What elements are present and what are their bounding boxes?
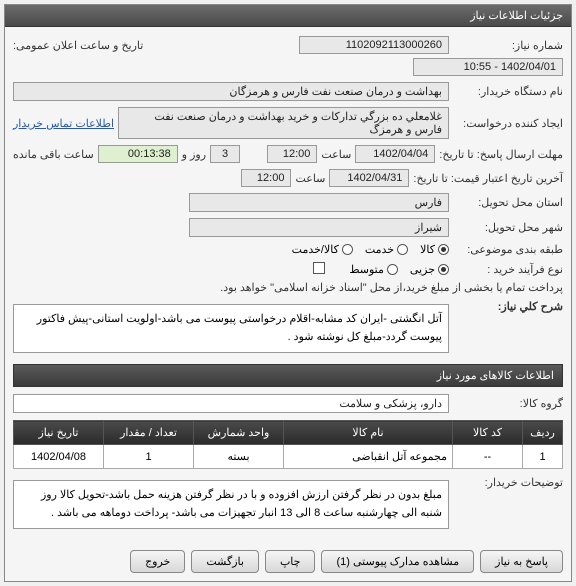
col-unit: واحد شمارش <box>194 421 284 445</box>
cell-unit: بسته <box>194 445 284 469</box>
valid-time: 12:00 <box>241 169 291 187</box>
pay-note: پرداخت تمام یا بخشی از مبلغ خرید،از محل … <box>220 281 563 294</box>
radio-service-label: خدمت <box>365 243 394 256</box>
goods-header: اطلاعات کالاهای مورد نیاز <box>13 364 563 387</box>
table-row[interactable]: 1 -- مجموعه آتل انقباضی بسته 1 1402/04/0… <box>14 445 563 469</box>
button-bar: پاسخ به نیاز مشاهده مدارک پیوستی (1) چاپ… <box>5 542 571 581</box>
cell-name: مجموعه آتل انقباضی <box>284 445 453 469</box>
req-no-label: شماره نیاز: <box>453 39 563 52</box>
radio-service-goods[interactable]: کالا/خدمت <box>292 243 353 256</box>
buyer-note-label: توضیحات خریدار: <box>453 476 563 489</box>
time-label-1: ساعت <box>321 148 351 161</box>
form-body: شماره نیاز: 1102092113000260 تاریخ و ساع… <box>5 27 571 542</box>
org-label: نام دستگاه خریدار: <box>453 85 563 98</box>
process-radios: جزیی متوسط <box>349 263 449 276</box>
req-no-value: 1102092113000260 <box>299 36 449 54</box>
valid-date: 1402/04/31 <box>329 169 409 187</box>
radio-service-goods-label: کالا/خدمت <box>292 243 339 256</box>
print-button[interactable]: چاپ <box>265 550 316 573</box>
radio-goods-label: کالا <box>420 243 435 256</box>
pub-date-value: 1402/04/01 - 10:55 <box>413 58 563 76</box>
remain-time: 00:13:38 <box>98 145 178 163</box>
col-qty: تعداد / مقدار <box>104 421 194 445</box>
radio-partial-label: جزیی <box>410 263 435 276</box>
city-value: شیراز <box>189 218 449 237</box>
category-label: طبقه بندی موضوعی: <box>453 243 563 256</box>
back-button[interactable]: بازگشت <box>191 550 259 573</box>
radio-dot-icon <box>397 244 408 255</box>
details-panel: جزئیات اطلاعات نیاز شماره نیاز: 11020921… <box>4 4 572 582</box>
attachments-button[interactable]: مشاهده مدارک پیوستی (1) <box>321 550 474 573</box>
valid-label: آخرین تاریخ اعتبار قیمت: تا تاریخ: <box>413 172 563 185</box>
exit-button[interactable]: خروج <box>130 550 185 573</box>
radio-mid-label: متوسط <box>349 263 384 276</box>
group-label: گروه کالا: <box>453 397 563 410</box>
panel-title: جزئیات اطلاعات نیاز <box>5 5 571 27</box>
creator-value: غلامعلي ده بزرگي تدارکات و خرید بهداشت و… <box>118 107 449 139</box>
org-value: بهداشت و درمان صنعت نفت فارس و هرمزگان <box>13 82 449 101</box>
respond-button[interactable]: پاسخ به نیاز <box>480 550 563 573</box>
contact-link[interactable]: اطلاعات تماس خریدار <box>13 117 114 130</box>
radio-goods[interactable]: کالا <box>420 243 449 256</box>
col-name: نام کالا <box>284 421 453 445</box>
day-label: روز و <box>182 148 206 161</box>
col-date: تاریخ نیاز <box>14 421 104 445</box>
radio-dot-icon <box>387 264 398 275</box>
cell-date: 1402/04/08 <box>14 445 104 469</box>
category-radios: کالا خدمت کالا/خدمت <box>292 243 449 256</box>
remain-label: ساعت باقی مانده <box>13 148 94 161</box>
cell-row: 1 <box>523 445 563 469</box>
radio-dot-icon <box>438 264 449 275</box>
col-code: کد کالا <box>453 421 523 445</box>
time-label-2: ساعت <box>295 172 325 185</box>
group-value: دارو، پزشکی و سلامت <box>13 394 449 413</box>
buyer-note-text: مبلغ بدون در نظر گرفتن ارزش افزوده و با … <box>13 480 449 529</box>
desc-text: آتل انگشتی -ایران کد مشابه-اقلام درخواست… <box>13 304 449 353</box>
cell-qty: 1 <box>104 445 194 469</box>
creator-label: ایجاد کننده درخواست: <box>453 117 563 130</box>
pay-checkbox[interactable] <box>313 262 325 277</box>
deadline-time: 12:00 <box>267 145 317 163</box>
days-left: 3 <box>210 145 240 163</box>
deadline-date: 1402/04/04 <box>355 145 435 163</box>
process-label: نوع فرآیند خرید : <box>453 263 563 276</box>
radio-dot-icon <box>438 244 449 255</box>
city-label: شهر محل تحویل: <box>453 221 563 234</box>
desc-title-label: شرح کلي نیاز: <box>453 300 563 313</box>
province-value: فارس <box>189 193 449 212</box>
cell-code: -- <box>453 445 523 469</box>
radio-partial[interactable]: جزیی <box>410 263 449 276</box>
goods-table: ردیف کد کالا نام کالا واحد شمارش تعداد /… <box>13 420 563 469</box>
radio-mid[interactable]: متوسط <box>349 263 398 276</box>
deadline-label: مهلت ارسال پاسخ: تا تاریخ: <box>439 148 563 161</box>
checkbox-icon <box>313 262 325 274</box>
col-row: ردیف <box>523 421 563 445</box>
radio-dot-icon <box>342 244 353 255</box>
province-label: استان محل تحویل: <box>453 196 563 209</box>
pub-date-label: تاریخ و ساعت اعلان عمومی: <box>13 39 143 52</box>
radio-service[interactable]: خدمت <box>365 243 408 256</box>
table-header-row: ردیف کد کالا نام کالا واحد شمارش تعداد /… <box>14 421 563 445</box>
